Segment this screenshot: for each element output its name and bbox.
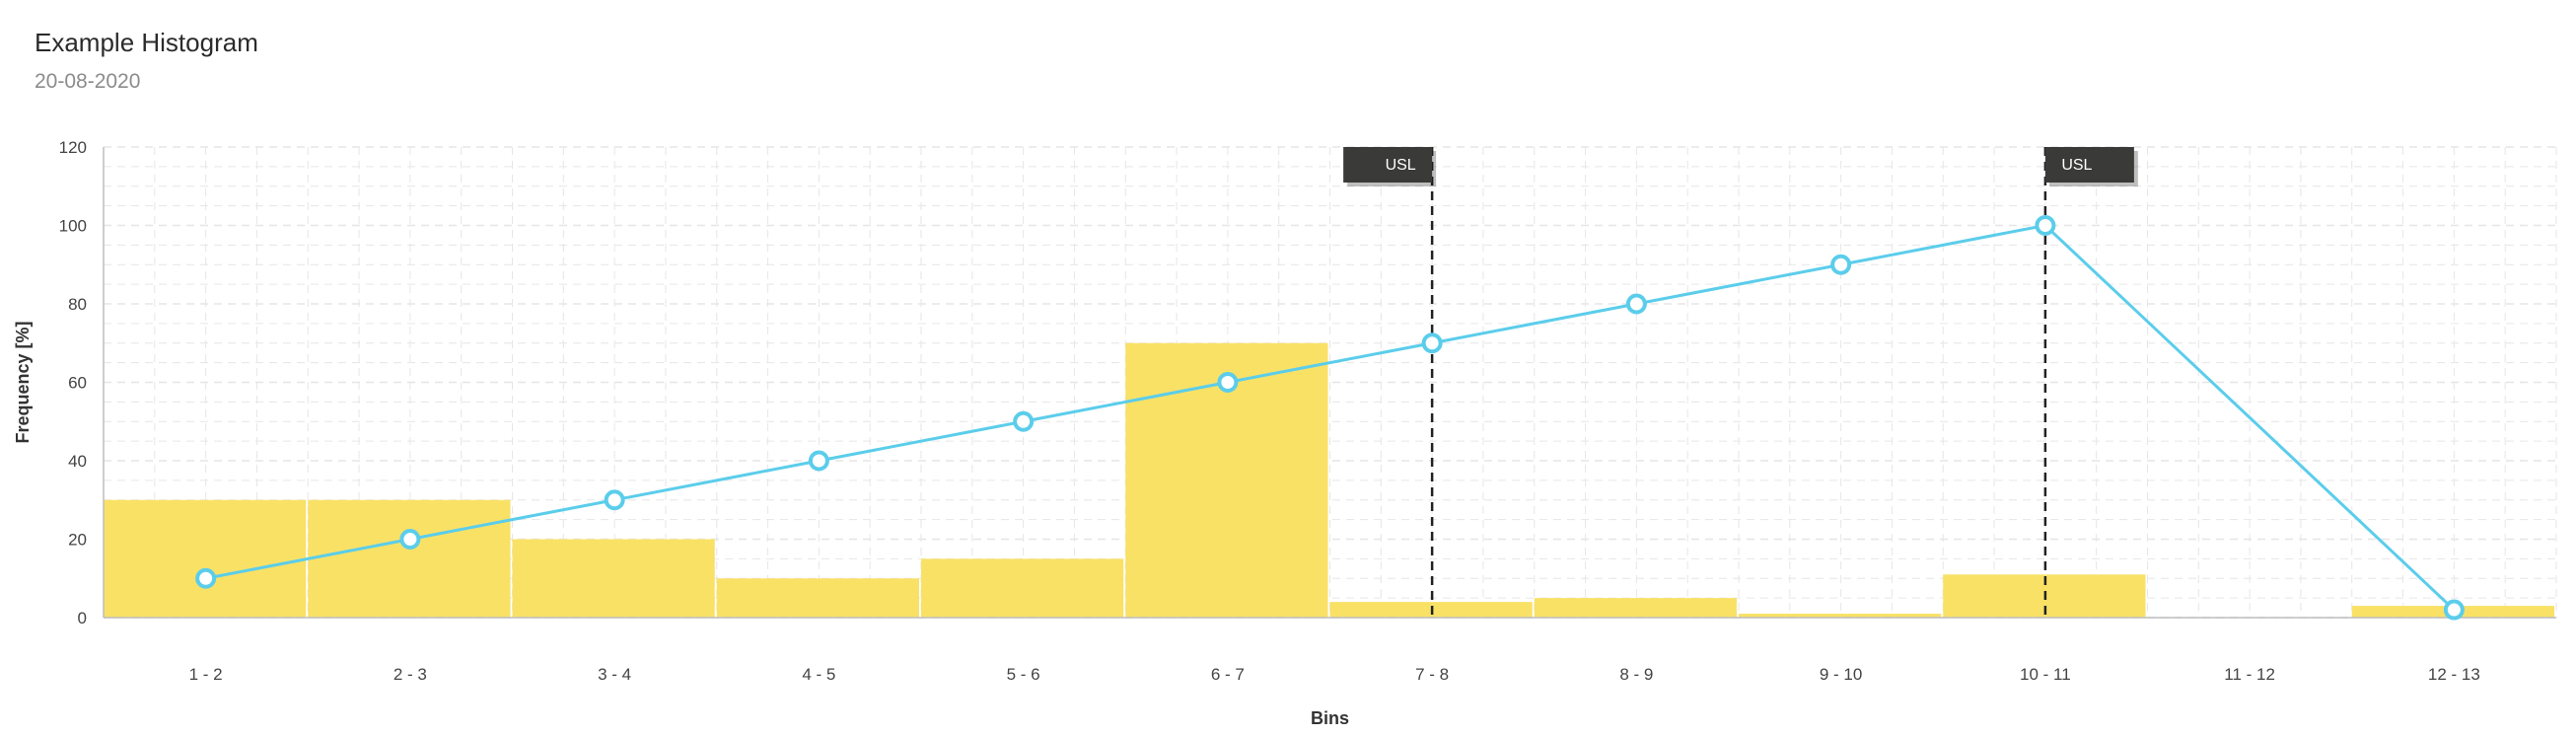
line-point xyxy=(808,450,829,472)
x-tick-label: 6 - 7 xyxy=(1211,665,1245,684)
x-tick-label: 3 - 4 xyxy=(598,665,631,684)
histogram-bar xyxy=(1739,614,1942,618)
x-tick-label: 8 - 9 xyxy=(1619,665,1653,684)
x-tick-label: 4 - 5 xyxy=(802,665,835,684)
x-tick-label: 9 - 10 xyxy=(1820,665,1862,684)
x-tick-label: 12 - 13 xyxy=(2428,665,2480,684)
histogram-bar xyxy=(1534,598,1737,618)
chart-date: 20-08-2020 xyxy=(35,70,141,93)
line-point xyxy=(2443,599,2465,621)
line-point xyxy=(1013,410,1035,432)
x-tick-label: 2 - 3 xyxy=(394,665,427,684)
y-tick-label: 60 xyxy=(68,374,87,393)
x-tick-label: 1 - 2 xyxy=(189,665,223,684)
x-tick-label: 5 - 6 xyxy=(1007,665,1040,684)
line-point xyxy=(1217,372,1239,393)
usl-label: USL xyxy=(2061,157,2092,174)
usl-label-box xyxy=(2044,147,2134,183)
histogram-bar xyxy=(921,558,1124,618)
line-point xyxy=(2035,215,2056,236)
histogram-bar xyxy=(104,499,307,618)
x-tick-label: 11 - 12 xyxy=(2224,665,2275,684)
histogram-bar xyxy=(716,578,919,618)
line-point xyxy=(604,489,625,511)
line-point xyxy=(1625,293,1647,315)
y-axis-title: Frequency [%] xyxy=(13,321,33,443)
y-tick-label: 0 xyxy=(78,609,87,627)
y-tick-label: 100 xyxy=(59,217,87,236)
usl-label-box xyxy=(1343,147,1433,183)
histogram-bar xyxy=(512,539,715,618)
y-tick-label: 80 xyxy=(68,295,87,314)
x-tick-label: 7 - 8 xyxy=(1415,665,1449,684)
line-point xyxy=(1830,254,1852,275)
y-tick-label: 120 xyxy=(59,138,87,157)
x-axis-title: Bins xyxy=(1311,708,1349,728)
line-point xyxy=(399,529,421,550)
y-tick-label: 20 xyxy=(68,531,87,550)
chart-title: Example Histogram xyxy=(35,28,258,57)
x-tick-label: 10 - 11 xyxy=(2020,665,2071,684)
chart-header: Example Histogram 20-08-2020 xyxy=(35,28,258,94)
line-point xyxy=(1421,332,1443,354)
usl-label: USL xyxy=(1386,157,1416,174)
line-point xyxy=(195,567,217,589)
histogram-bar xyxy=(308,499,511,618)
y-tick-label: 40 xyxy=(68,452,87,471)
